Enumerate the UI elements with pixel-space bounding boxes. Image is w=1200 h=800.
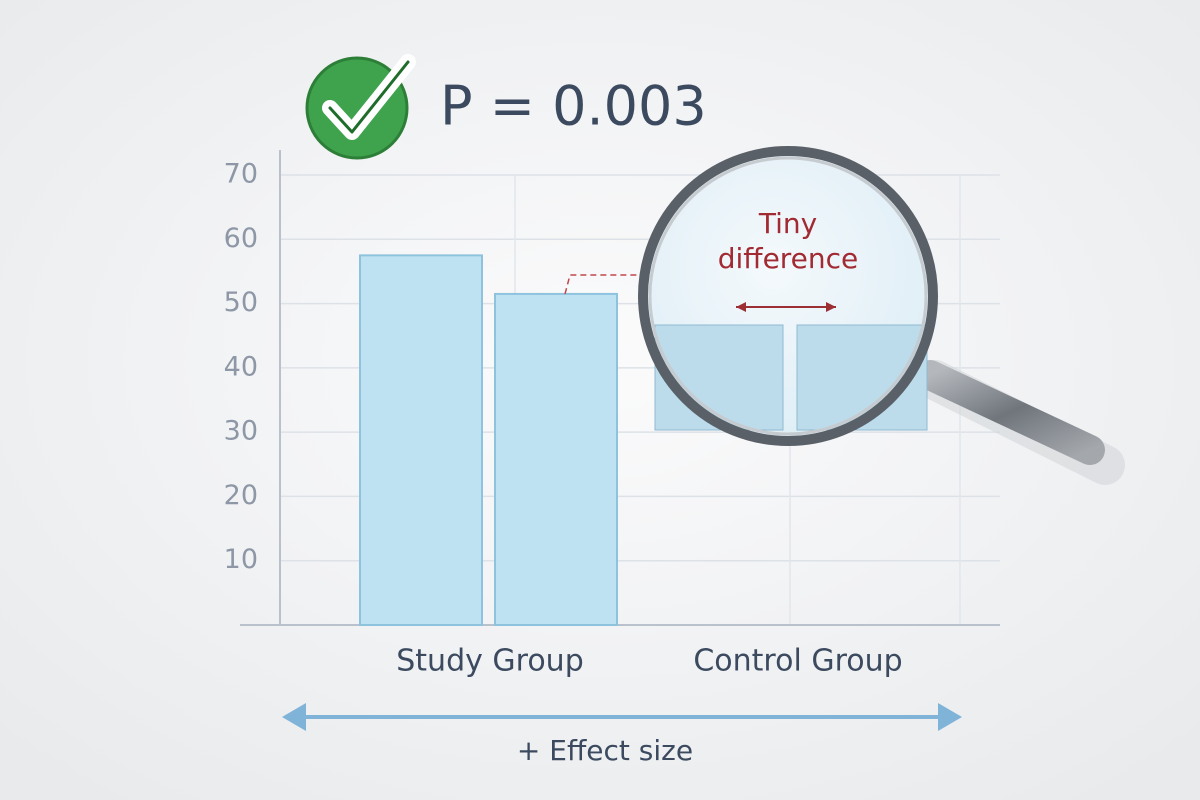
y-tick-label: 50 [224,287,258,318]
y-tick-label: 20 [224,480,258,511]
magnifier [638,146,1125,485]
bars [359,254,618,626]
y-tick-label: 40 [224,351,258,382]
x-tick-label: Study Group [396,644,584,679]
bar [359,254,483,626]
check-icon [305,54,416,160]
x-tick-label: Control Group [693,644,902,679]
x-axis-label: + Effect size [517,734,693,767]
y-tick-label: 60 [224,223,258,254]
p-value: P = 0.003 [440,75,707,138]
y-tick-label: 30 [224,416,258,447]
y-tick-label: 70 [224,159,258,190]
effect-arrow [282,703,962,731]
y-tick-label: 10 [224,544,258,575]
callout-text: Tiny difference [718,207,859,275]
bar [494,292,618,626]
